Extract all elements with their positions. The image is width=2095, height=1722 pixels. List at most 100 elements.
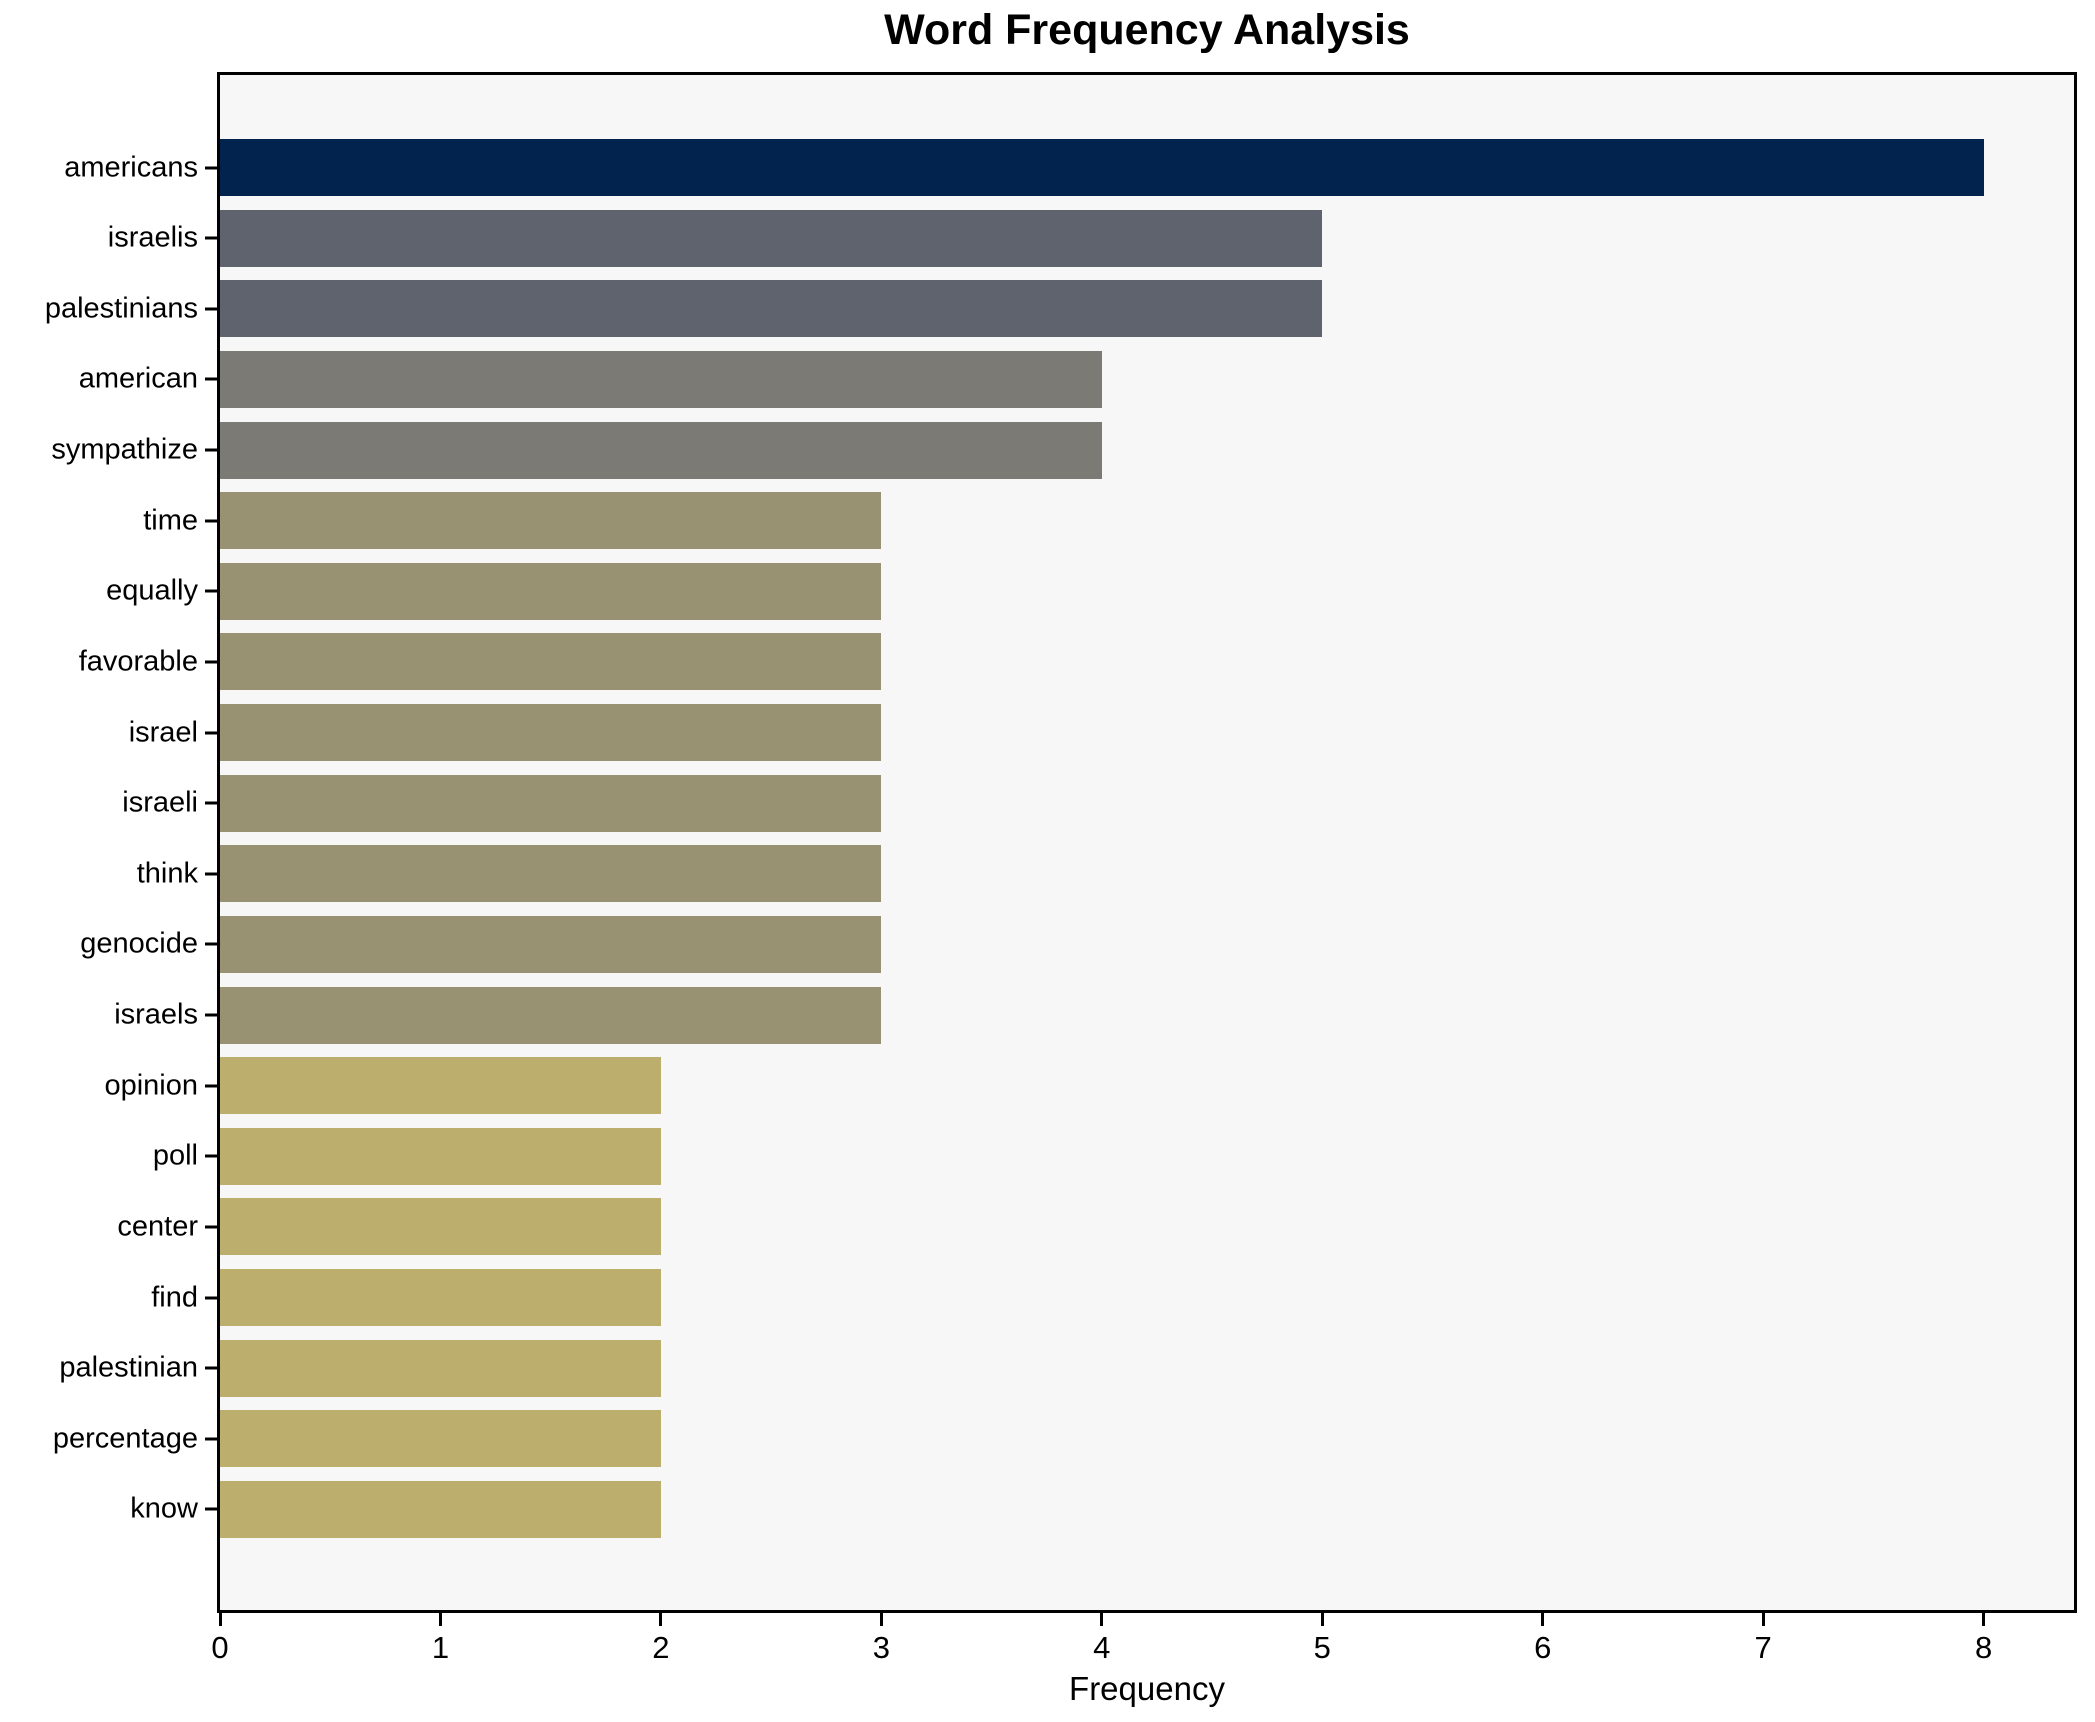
y-tick-label-find: find bbox=[151, 1281, 198, 1313]
y-tick-label-think: think bbox=[136, 857, 198, 890]
bar-row-find: find bbox=[151, 1269, 2074, 1326]
y-tick-mark bbox=[205, 1507, 217, 1511]
bar-row-israeli: israeli bbox=[122, 774, 2074, 832]
bar-find bbox=[220, 1269, 661, 1326]
bar-row-percentage: percentage bbox=[53, 1410, 2074, 1468]
x-tick-mark bbox=[1100, 1613, 1104, 1626]
y-tick-mark bbox=[205, 307, 217, 311]
bar-row-opinion: opinion bbox=[104, 1057, 2074, 1115]
y-tick-label-palestinians: palestinians bbox=[44, 292, 198, 325]
bar-row-time: time bbox=[143, 492, 2074, 550]
y-tick-label-israels: israels bbox=[114, 998, 198, 1031]
bar-row-israelis: israelis bbox=[108, 209, 2074, 267]
y-tick-label-opinion: opinion bbox=[104, 1069, 198, 1102]
x-tick-mark bbox=[1541, 1613, 1545, 1626]
x-tick-mark bbox=[1320, 1613, 1324, 1626]
bar-equally bbox=[220, 562, 882, 620]
bars-container: americans israelis palestinians american sym… bbox=[45, 139, 2074, 1538]
x-tick-label-2: 2 bbox=[652, 1630, 670, 1665]
bar-israel bbox=[220, 704, 882, 761]
bar-genocide bbox=[220, 915, 882, 973]
y-tick-mark bbox=[205, 942, 217, 946]
chart-title: Word Frequency Analysis bbox=[884, 6, 1410, 54]
bar-row-favorable: favorable bbox=[79, 633, 2074, 691]
x-tick-label-4: 4 bbox=[1093, 1630, 1111, 1665]
bar-row-center: center bbox=[117, 1198, 2074, 1256]
bar-row-genocide: genocide bbox=[80, 915, 2074, 973]
bar-american bbox=[220, 350, 1102, 408]
y-tick-label-center: center bbox=[117, 1210, 198, 1243]
y-tick-label-equally: equally bbox=[106, 574, 198, 607]
bar-know bbox=[220, 1480, 661, 1538]
bar-sympathize bbox=[220, 421, 1102, 479]
bar-palestinians bbox=[220, 280, 1323, 338]
y-tick-mark bbox=[205, 1366, 217, 1370]
bar-row-think: think bbox=[137, 845, 2074, 903]
y-tick-label-israel: israel bbox=[128, 716, 198, 748]
x-tick-mark bbox=[1982, 1613, 1986, 1626]
y-tick-label-percentage: percentage bbox=[52, 1422, 198, 1455]
bar-row-palestinians: palestinians bbox=[45, 280, 2074, 338]
bar-row-sympathize: sympathize bbox=[51, 421, 2074, 479]
y-tick-mark bbox=[205, 377, 217, 381]
y-tick-label-poll: poll bbox=[152, 1139, 198, 1172]
bar-opinion bbox=[220, 1057, 661, 1115]
x-tick-label-3: 3 bbox=[872, 1630, 890, 1665]
bar-time bbox=[220, 492, 882, 550]
y-tick-label-american: american bbox=[78, 362, 198, 395]
y-tick-label-time: time bbox=[143, 504, 198, 537]
bar-row-israels: israels bbox=[114, 986, 2074, 1044]
bar-percentage bbox=[220, 1410, 661, 1468]
y-tick-label-americans: americans bbox=[64, 151, 198, 183]
bar-row-know: know bbox=[130, 1480, 2074, 1538]
y-tick-mark bbox=[205, 589, 217, 593]
bar-row-poll: poll bbox=[153, 1127, 2074, 1185]
x-tick-mark bbox=[659, 1613, 663, 1626]
y-tick-mark bbox=[205, 1437, 217, 1441]
plot-area: americans israelis palestinians american sym… bbox=[45, 72, 2077, 1705]
y-tick-label-sympathize: sympathize bbox=[51, 433, 198, 466]
y-tick-label-palestinian: palestinian bbox=[59, 1351, 198, 1384]
bar-center bbox=[220, 1198, 661, 1256]
x-tick-label-8: 8 bbox=[1974, 1630, 1993, 1665]
y-tick-mark bbox=[205, 1225, 217, 1229]
x-axis-label: Frequency bbox=[1069, 1670, 1225, 1707]
x-tick-label-1: 1 bbox=[431, 1630, 450, 1665]
x-tick-mark bbox=[879, 1613, 883, 1626]
y-tick-mark bbox=[205, 1013, 217, 1017]
bar-israelis bbox=[220, 209, 1323, 267]
x-tick-label-0: 0 bbox=[211, 1630, 229, 1665]
bar-row-americans: americans bbox=[64, 139, 2074, 196]
y-tick-mark bbox=[205, 660, 217, 664]
bar-favorable bbox=[220, 633, 882, 691]
bar-row-palestinian: palestinian bbox=[59, 1339, 2074, 1397]
bar-row-equally: equally bbox=[106, 562, 2074, 620]
x-tick-mark bbox=[438, 1613, 442, 1626]
y-tick-mark bbox=[205, 872, 217, 876]
y-tick-label-know: know bbox=[130, 1492, 198, 1525]
x-tick-label-6: 6 bbox=[1534, 1630, 1552, 1665]
y-tick-label-genocide: genocide bbox=[80, 927, 198, 960]
y-tick-mark bbox=[205, 1084, 217, 1088]
y-tick-mark bbox=[205, 1154, 217, 1158]
x-tick-mark bbox=[218, 1613, 222, 1626]
bar-palestinian bbox=[220, 1339, 661, 1397]
x-tick-label-5: 5 bbox=[1313, 1630, 1331, 1665]
bar-americans bbox=[220, 139, 1984, 196]
y-tick-mark bbox=[205, 236, 217, 240]
bar-poll bbox=[220, 1127, 661, 1185]
x-tick-mark bbox=[1761, 1613, 1765, 1626]
y-tick-label-israeli: israeli bbox=[122, 786, 198, 819]
y-tick-mark bbox=[205, 448, 217, 452]
y-tick-mark bbox=[205, 731, 217, 734]
bar-row-american: american bbox=[79, 350, 2074, 408]
x-tick-label-7: 7 bbox=[1754, 1630, 1772, 1665]
y-tick-label-favorable: favorable bbox=[78, 645, 198, 678]
bar-think bbox=[220, 845, 882, 903]
y-tick-mark bbox=[205, 519, 217, 523]
y-tick-mark bbox=[205, 1296, 217, 1299]
bar-israels bbox=[220, 986, 882, 1044]
y-tick-label-israelis: israelis bbox=[107, 221, 198, 254]
y-tick-mark bbox=[205, 801, 217, 805]
